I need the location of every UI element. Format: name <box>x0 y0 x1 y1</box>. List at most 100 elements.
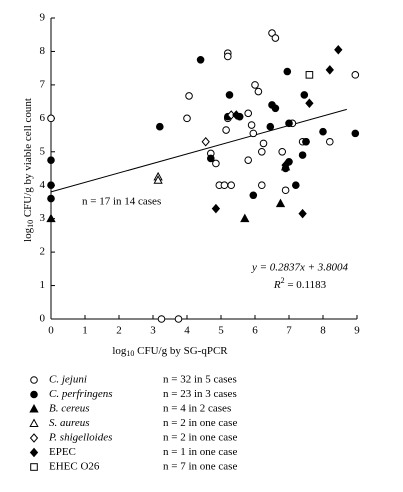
data-point <box>222 126 230 134</box>
r2-sup: 2 <box>281 276 285 285</box>
x-tick-label: 2 <box>116 325 122 337</box>
y-tick-label: 2 <box>40 246 46 258</box>
x-tick-label: 0 <box>48 325 54 337</box>
data-point <box>281 186 290 195</box>
data-point <box>254 87 263 96</box>
data-point <box>212 159 220 168</box>
x-tick-label: 8 <box>320 325 326 337</box>
legend-note: n = 1 in one case <box>163 446 237 458</box>
x-tick-label: 7 <box>286 325 292 337</box>
y-tick-label: 5 <box>40 145 46 157</box>
y-tick-label: 7 <box>40 78 46 90</box>
data-point <box>156 122 164 131</box>
data-point <box>319 127 327 136</box>
y-tick-label: 6 <box>40 112 46 124</box>
x-tick-label: 5 <box>218 325 224 337</box>
x-axis-label: log10 CFU/g by SG-qPCR <box>112 345 228 358</box>
data-point <box>220 181 229 190</box>
data-point <box>334 45 343 55</box>
legend-marker <box>30 463 38 471</box>
data-point <box>247 121 256 129</box>
y-label-sub: 10 <box>26 220 35 228</box>
y-tick-label: 9 <box>40 12 46 24</box>
data-point <box>251 81 259 89</box>
legend-note: n = 4 in 2 cases <box>163 403 231 415</box>
data-point <box>259 139 268 148</box>
x-tick-label: 4 <box>184 325 190 337</box>
y-tick-label: 4 <box>40 179 46 191</box>
x-label-part: CFU/g by SG-qPCR <box>134 345 228 357</box>
data-point <box>157 315 166 323</box>
x-tick-label: 6 <box>252 325 258 337</box>
data-point <box>325 65 334 75</box>
data-point <box>351 129 360 138</box>
legend-label: P. shigelloides <box>48 432 112 444</box>
data-point <box>275 198 286 208</box>
data-point <box>153 175 163 184</box>
legend-marker <box>29 418 39 427</box>
data-point <box>225 91 234 99</box>
x-label-sub: 10 <box>126 349 134 358</box>
data-point <box>258 181 266 190</box>
data-point <box>46 213 56 223</box>
annotation: n = 17 in 14 cases <box>82 196 161 208</box>
data-point <box>326 137 334 146</box>
r2-part: = 0.1183 <box>285 279 327 291</box>
data-point <box>351 71 360 79</box>
data-point <box>47 156 55 164</box>
legend-note: n = 2 in one case <box>163 432 237 444</box>
data-point <box>47 194 55 203</box>
data-point <box>174 315 183 323</box>
data-point <box>305 98 314 109</box>
y-axis-label: log10 CFU/g by viable cell count <box>22 98 35 242</box>
x-tick-label: 9 <box>354 325 360 337</box>
data-point <box>271 34 280 42</box>
data-point <box>302 137 310 146</box>
data-point <box>305 71 314 79</box>
data-point <box>232 110 241 120</box>
x-label-part: log <box>112 345 127 357</box>
data-point <box>278 147 287 156</box>
data-point <box>211 203 221 214</box>
data-point <box>292 181 300 190</box>
legend-marker <box>29 433 39 443</box>
r-squared: R2 = 0.1183 <box>273 276 327 291</box>
data-point <box>285 119 293 128</box>
legend-label: EPEC <box>49 446 76 458</box>
data-point <box>196 56 205 64</box>
legend-label: S. aureus <box>49 417 90 429</box>
data-point <box>207 154 215 163</box>
legend-note: n = 32 in 5 cases <box>163 374 237 386</box>
data-point <box>283 67 292 76</box>
r2-part: R <box>273 279 281 291</box>
y-tick-label: 0 <box>40 313 46 325</box>
y-label-part: log <box>22 227 34 242</box>
legend-marker <box>30 376 38 384</box>
data-point <box>281 160 290 170</box>
data-point <box>271 104 280 113</box>
data-point <box>298 151 307 159</box>
data-point <box>298 208 307 219</box>
legend-note: n = 2 in one case <box>163 417 237 429</box>
data-point <box>266 122 275 131</box>
legend-note: n = 7 in one case <box>163 461 237 473</box>
data-point <box>185 92 193 100</box>
y-label-part: CFU/g by viable cell count <box>22 98 34 220</box>
data-point <box>47 181 55 190</box>
y-tick-label: 3 <box>40 212 46 224</box>
data-point <box>300 91 309 99</box>
data-point <box>249 129 258 138</box>
data-point <box>201 136 210 147</box>
legend-label: B. cereus <box>49 403 90 415</box>
data-point <box>227 181 235 190</box>
x-tick-label: 3 <box>150 325 156 337</box>
legend-marker <box>29 403 39 413</box>
data-point <box>249 191 258 200</box>
data-point <box>183 114 191 123</box>
data-point <box>47 114 55 123</box>
data-point <box>224 52 232 61</box>
data-point <box>258 147 266 156</box>
y-tick-label: 8 <box>40 45 46 57</box>
